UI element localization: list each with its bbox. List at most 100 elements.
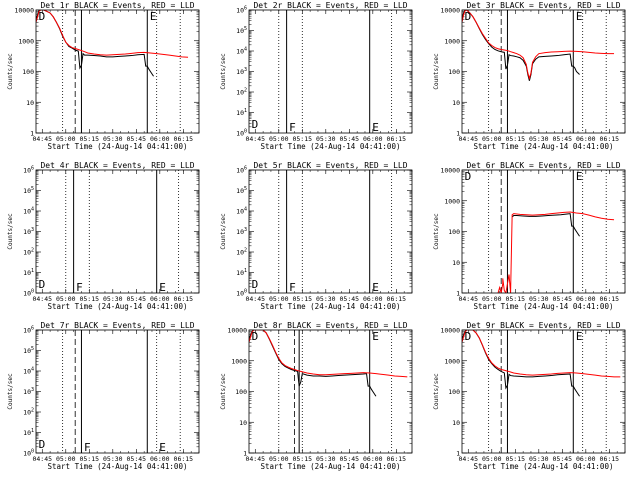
y-tick-label: 101	[236, 268, 247, 277]
y-tick-label: 10	[452, 259, 460, 267]
y-tick-label: 10000	[440, 327, 460, 335]
x-tick-label: 04:45	[245, 295, 265, 303]
chart-title: Det 6r BLACK = Events, RED = LLD	[466, 161, 620, 170]
chart-title: Det 8r BLACK = Events, RED = LLD	[253, 321, 407, 330]
x-tick-label: 05:00	[269, 455, 289, 463]
chart-title: Det 2r BLACK = Events, RED = LLD	[253, 1, 407, 10]
x-tick-label: 05:45	[127, 295, 147, 303]
y-axis-label: Counts/sec	[433, 53, 440, 90]
x-tick-label: 05:45	[340, 295, 360, 303]
y-axis-label: Counts/sec	[7, 53, 14, 90]
y-tick-label: 106	[23, 166, 34, 175]
interval-letter: E	[576, 170, 583, 183]
y-tick-label: 103	[23, 387, 34, 396]
y-tick-label: 1	[456, 130, 460, 138]
panel-det3r: Det 3r BLACK = Events, RED = LLD Start Ti…	[433, 1, 626, 151]
y-tick-label: 100	[23, 449, 34, 458]
y-tick-label: 106	[23, 326, 34, 335]
y-tick-label: 10	[239, 419, 247, 427]
x-tick-label: 05:00	[269, 295, 289, 303]
x-tick-label: 05:15	[79, 455, 99, 463]
plot-frame	[248, 9, 413, 134]
x-tick-label: 05:30	[529, 135, 549, 143]
x-tick-label: 06:00	[150, 295, 170, 303]
series-line-lld	[497, 211, 615, 293]
x-tick-label: 06:00	[576, 455, 596, 463]
x-tick-label: 05:15	[292, 295, 312, 303]
interval-letter: D	[39, 278, 46, 291]
x-axis-label: Start Time (24-Aug-14 04:41:00)	[474, 462, 614, 471]
y-axis-label: Counts/sec	[7, 213, 14, 250]
x-tick-label: 05:00	[269, 135, 289, 143]
chart-title: Det 3r BLACK = Events, RED = LLD	[466, 1, 620, 10]
x-tick-label: 04:45	[245, 455, 265, 463]
interval-letter: E	[372, 330, 379, 343]
x-tick-label: 06:15	[387, 455, 407, 463]
x-tick-label: 05:00	[482, 135, 502, 143]
x-tick-label: 06:00	[363, 455, 383, 463]
x-tick-label: 05:30	[316, 455, 336, 463]
y-tick-label: 100	[448, 228, 460, 236]
y-tick-label: 100	[235, 388, 247, 396]
x-tick-label: 04:45	[32, 455, 52, 463]
y-tick-label: 10	[26, 99, 34, 107]
interval-letter: F	[289, 121, 296, 134]
x-tick-label: 04:45	[458, 455, 478, 463]
y-tick-label: 1	[30, 130, 34, 138]
x-tick-label: 05:45	[127, 135, 147, 143]
x-axis-label: Start Time (24-Aug-14 04:41:00)	[474, 302, 614, 311]
x-tick-label: 05:00	[482, 455, 502, 463]
y-tick-label: 100	[448, 388, 460, 396]
series-line-lld	[462, 10, 615, 81]
x-tick-label: 05:45	[553, 295, 573, 303]
y-tick-label: 104	[23, 207, 34, 216]
x-tick-label: 05:45	[340, 135, 360, 143]
plot-frame	[461, 169, 626, 294]
panel-det2r: Det 2r BLACK = Events, RED = LLD Start Ti…	[220, 1, 413, 151]
chart-title: Det 1r BLACK = Events, RED = LLD	[40, 1, 194, 10]
interval-letter: D	[465, 10, 472, 23]
y-tick-label: 106	[236, 166, 247, 175]
plot-frame	[35, 169, 200, 294]
plot-frame	[35, 329, 200, 454]
chart-title: Det 4r BLACK = Events, RED = LLD	[40, 161, 194, 170]
x-tick-label: 06:15	[600, 455, 620, 463]
interval-letter: D	[252, 278, 259, 291]
x-tick-label: 05:00	[56, 455, 76, 463]
y-tick-label: 1000	[444, 357, 460, 365]
series-line-events	[462, 330, 580, 397]
x-tick-label: 06:15	[600, 295, 620, 303]
x-tick-label: 05:15	[292, 455, 312, 463]
interval-letter: D	[252, 118, 259, 131]
x-tick-label: 06:00	[150, 135, 170, 143]
y-tick-label: 105	[236, 186, 247, 195]
x-tick-label: 06:15	[600, 135, 620, 143]
y-tick-label: 101	[23, 268, 34, 277]
y-tick-label: 102	[23, 248, 34, 257]
interval-letter: E	[576, 10, 583, 23]
interval-letter: E	[372, 121, 379, 134]
x-tick-label: 05:30	[103, 295, 123, 303]
x-axis-label: Start Time (24-Aug-14 04:41:00)	[261, 462, 401, 471]
x-tick-label: 05:00	[482, 295, 502, 303]
panel-det6r: Det 6r BLACK = Events, RED = LLD Start Ti…	[433, 161, 626, 311]
x-axis-label: Start Time (24-Aug-14 04:41:00)	[261, 302, 401, 311]
y-tick-label: 105	[236, 26, 247, 35]
y-tick-label: 100	[448, 68, 460, 76]
plot-frame	[248, 329, 413, 454]
y-tick-label: 1000	[18, 37, 34, 45]
y-tick-label: 10000	[440, 167, 460, 175]
y-tick-label: 1	[243, 450, 247, 458]
series-line-lld	[36, 10, 189, 58]
x-tick-label: 06:15	[387, 135, 407, 143]
x-axis-label: Start Time (24-Aug-14 04:41:00)	[474, 142, 614, 151]
interval-letter: D	[39, 10, 46, 23]
y-tick-label: 10000	[227, 327, 247, 335]
y-tick-label: 100	[23, 289, 34, 298]
x-tick-label: 05:45	[340, 455, 360, 463]
interval-letter: D	[39, 438, 46, 451]
x-tick-label: 04:45	[458, 295, 478, 303]
y-axis-label: Counts/sec	[220, 53, 227, 90]
x-tick-label: 04:45	[458, 135, 478, 143]
y-tick-label: 104	[236, 47, 247, 56]
